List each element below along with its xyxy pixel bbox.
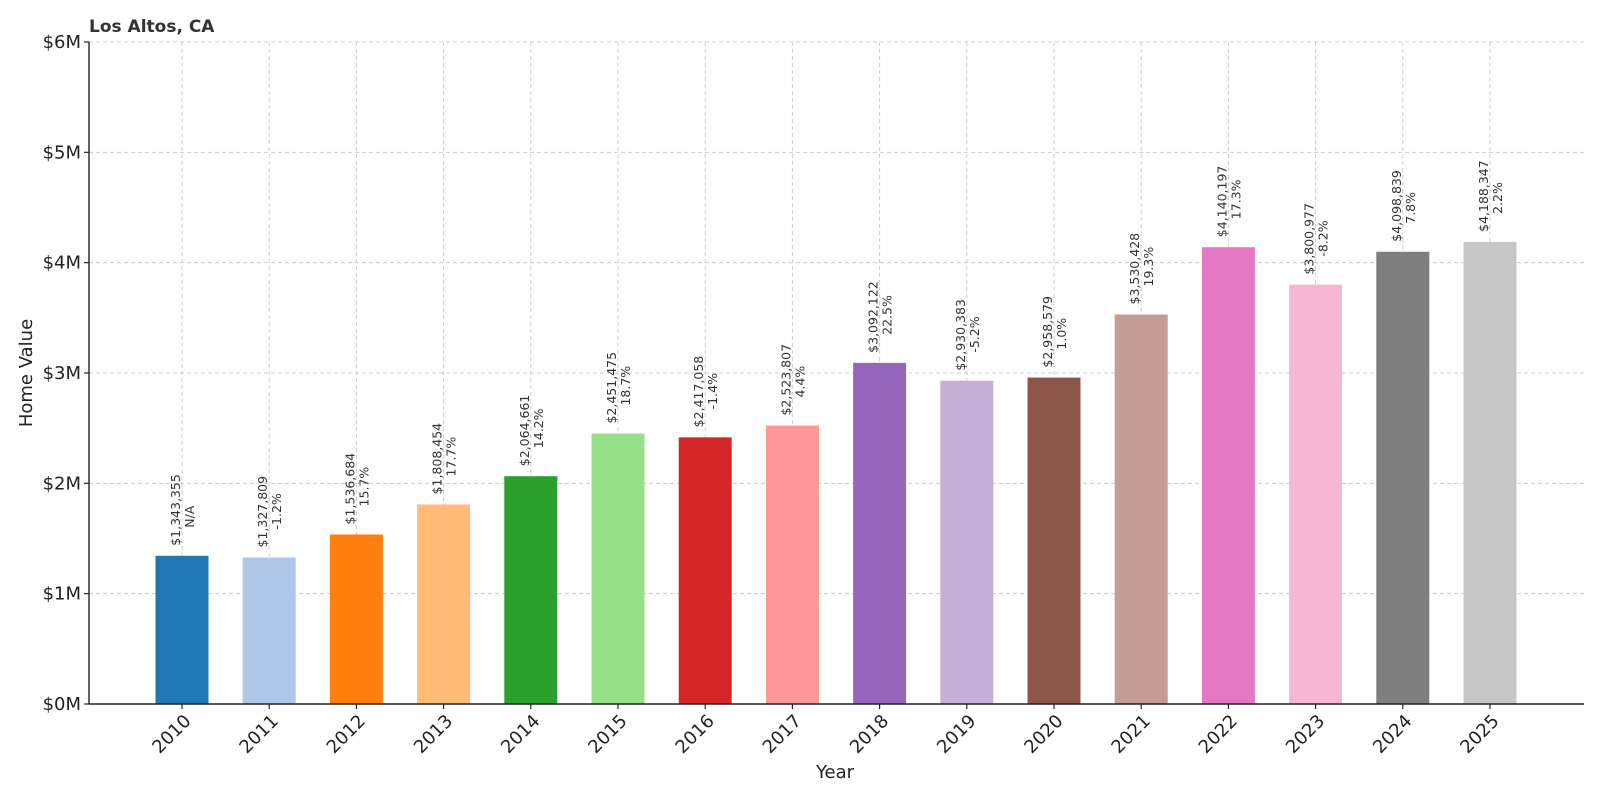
bar-value-label: $1,343,355 (168, 474, 183, 546)
bar-2015 (591, 433, 645, 704)
bar-value-label: $2,451,475 (604, 352, 619, 424)
x-tick-label: 2022 (1195, 711, 1242, 758)
bar-2017 (765, 425, 819, 704)
bar-change-label: 4.4% (792, 366, 807, 398)
bar-value-label: $3,092,122 (866, 281, 881, 353)
bar-change-label: 18.7% (618, 366, 633, 406)
y-tick-label: $1M (43, 584, 81, 605)
x-tick-label: 2014 (497, 711, 544, 758)
bar-2013 (417, 504, 471, 704)
bar-2019 (940, 380, 994, 704)
x-tick-label: 2020 (1020, 711, 1067, 758)
x-tick-label: 2021 (1107, 711, 1154, 758)
y-tick-label: $0M (43, 694, 81, 715)
y-tick-label: $4M (43, 253, 81, 274)
bar-value-label: $4,188,347 (1476, 160, 1491, 232)
bar-value-label: $2,417,058 (691, 356, 706, 428)
bar-2020 (1027, 377, 1081, 704)
bar-value-label: $4,098,839 (1389, 170, 1404, 242)
bars-layer (155, 241, 1517, 705)
bar-2010 (155, 555, 209, 704)
x-tick-label: 2015 (584, 711, 631, 758)
bar-change-label: 14.2% (531, 408, 546, 448)
axes-layer (84, 41, 1584, 709)
bar-2016 (678, 437, 732, 704)
bar-value-label: $1,536,684 (342, 453, 357, 525)
x-tick-label: 2010 (148, 711, 195, 758)
bar-2022 (1201, 247, 1255, 705)
bar-change-label: 7.8% (1403, 192, 1418, 224)
bar-value-label: $1,327,809 (255, 476, 270, 548)
bar-2018 (853, 362, 907, 704)
bar-change-label: 2.2% (1490, 182, 1505, 214)
bar-change-label: 22.5% (880, 295, 895, 335)
bar-change-label: -1.2% (269, 493, 284, 529)
bar-2025 (1463, 241, 1517, 704)
x-tick-label: 2023 (1282, 711, 1329, 758)
bar-change-label: -8.2% (1316, 220, 1331, 256)
x-tick-label: 2017 (759, 711, 806, 758)
x-tick-label: 2013 (410, 711, 457, 758)
bar-2011 (242, 557, 296, 704)
bar-value-label: $3,530,428 (1127, 233, 1142, 305)
bar-change-label: -1.4% (705, 373, 720, 409)
y-tick-label: $6M (43, 32, 81, 53)
bar-value-label: $2,523,807 (778, 344, 793, 416)
bar-change-label: 17.3% (1228, 179, 1243, 219)
grid-layer (89, 41, 1584, 704)
bar-labels-layer: $1,343,355 N/A $1,327,809 -1.2% $1,536,684 15… (168, 160, 1505, 547)
bar-change-label: 15.7% (356, 467, 371, 507)
bar-2012 (329, 534, 383, 704)
y-axis-title: Home Value (16, 319, 37, 427)
x-tick-label: 2016 (671, 711, 718, 758)
bar-value-label: $2,064,661 (517, 395, 532, 467)
bar-value-label: $2,958,579 (1040, 296, 1055, 368)
chart-title: Los Altos, CA (89, 17, 215, 37)
bar-change-label: 17.7% (444, 437, 459, 477)
x-tick-label: 2011 (235, 711, 282, 758)
bar-change-label: -5.2% (967, 316, 982, 352)
bar-2014 (504, 476, 558, 704)
x-tick-label: 2025 (1456, 711, 1503, 758)
x-tick-label: 2019 (933, 711, 980, 758)
y-tick-label: $2M (43, 473, 81, 494)
x-tick-label: 2012 (323, 711, 370, 758)
bar-change-label: 19.3% (1141, 247, 1156, 287)
bar-value-label: $1,808,454 (430, 423, 445, 495)
x-tick-label: 2018 (846, 711, 893, 758)
y-tick-label: $3M (43, 363, 81, 384)
x-tick-label: 2024 (1369, 711, 1416, 758)
y-tick-label: $5M (43, 142, 81, 163)
bar-value-label: $3,800,977 (1302, 203, 1317, 275)
bar-value-label: $2,930,383 (953, 299, 968, 371)
bar-2023 (1289, 284, 1343, 704)
bar-2024 (1376, 251, 1430, 705)
bar-change-label: 1.0% (1054, 318, 1069, 350)
bar-value-label: $4,140,197 (1214, 166, 1229, 238)
bar-2021 (1114, 314, 1168, 704)
x-axis-title: Year (815, 762, 855, 783)
bar-change-label: N/A (182, 505, 197, 528)
